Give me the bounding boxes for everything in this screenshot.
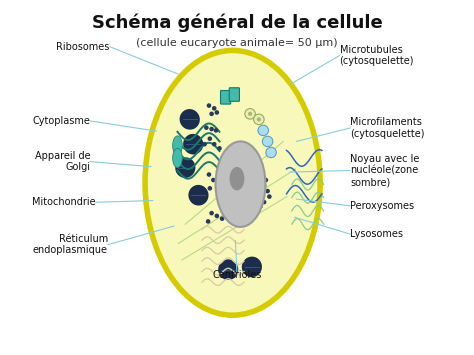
Circle shape [210,112,213,115]
FancyBboxPatch shape [220,91,231,104]
Ellipse shape [145,50,320,315]
Ellipse shape [229,167,245,190]
Text: (cellule eucaryote animale= 50 µm): (cellule eucaryote animale= 50 µm) [136,38,338,48]
Ellipse shape [188,185,209,206]
Ellipse shape [218,260,238,280]
Circle shape [214,129,218,132]
Circle shape [213,107,216,110]
Circle shape [268,195,271,198]
Text: Réticulum
endoplasmique: Réticulum endoplasmique [33,234,108,256]
Text: Microtubules
(cytosquelette): Microtubules (cytosquelette) [339,45,414,66]
Text: Mitochondrie: Mitochondrie [32,197,96,207]
Circle shape [207,220,210,223]
Circle shape [261,173,264,176]
Text: Lysosomes: Lysosomes [350,229,403,239]
Ellipse shape [216,141,265,227]
Circle shape [257,117,261,121]
Ellipse shape [173,136,182,155]
Circle shape [266,147,276,158]
Circle shape [213,143,216,146]
FancyBboxPatch shape [229,88,239,101]
Circle shape [210,127,213,131]
Circle shape [205,126,208,129]
Circle shape [215,214,219,218]
Circle shape [258,125,268,136]
Circle shape [259,204,262,208]
Text: Peroxysomes: Peroxysomes [350,201,414,211]
Ellipse shape [173,148,182,168]
Text: Noyau avec le
nucléole(zone
sombre): Noyau avec le nucléole(zone sombre) [350,154,419,187]
Ellipse shape [242,257,262,277]
Circle shape [203,143,206,146]
Circle shape [263,184,266,187]
Ellipse shape [175,157,195,178]
Text: Schéma général de la cellule: Schéma général de la cellule [91,13,383,32]
Circle shape [262,136,273,147]
Circle shape [217,181,220,184]
Circle shape [218,147,221,150]
Circle shape [248,112,252,116]
Circle shape [259,190,262,193]
Circle shape [208,104,210,107]
Circle shape [264,179,267,182]
Ellipse shape [180,109,200,130]
Circle shape [245,109,255,119]
Circle shape [263,201,266,204]
Circle shape [210,212,213,215]
Circle shape [212,179,215,182]
Ellipse shape [183,134,203,154]
Circle shape [208,137,211,140]
Text: Centrioles: Centrioles [212,270,262,280]
Circle shape [220,217,224,220]
Text: Microfilaments
(cytosquelette): Microfilaments (cytosquelette) [350,117,425,139]
Text: Cytoplasme: Cytoplasme [32,116,90,126]
Circle shape [215,111,219,114]
Circle shape [254,114,264,125]
Text: Ribosomes: Ribosomes [56,42,109,52]
Circle shape [266,190,269,193]
Circle shape [208,187,211,190]
Circle shape [208,173,210,176]
Text: Appareil de
Golgi: Appareil de Golgi [35,151,90,173]
Circle shape [222,187,226,190]
